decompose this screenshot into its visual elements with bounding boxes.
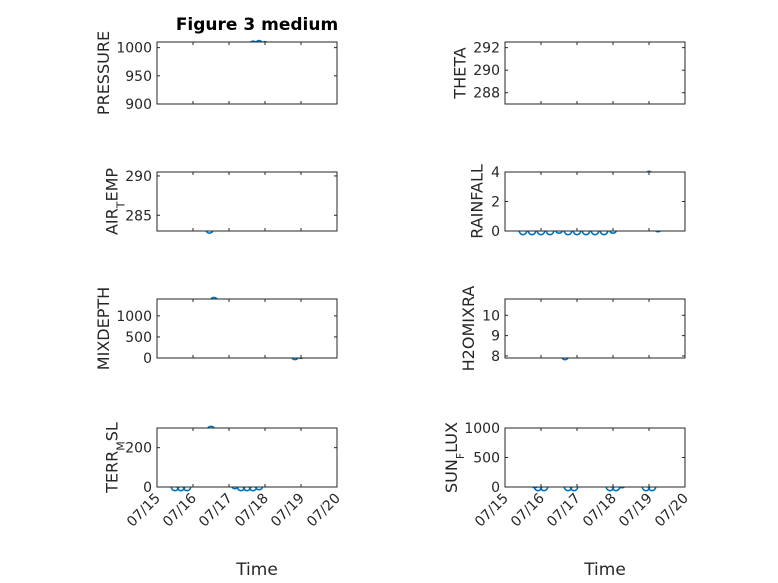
x-tick-label: 07/17 [196,491,236,531]
axes-box [156,41,338,105]
x-tick-label: 07/18 [232,491,272,531]
y-axis-label: AIRTEMP [103,168,128,235]
x-tick-label: 07/16 [160,490,200,530]
y-tick-label: 1000 [116,309,152,325]
y-tick-label: 10 [482,308,500,324]
y-axis-label: MIXDEPTH [94,287,113,370]
y-tick-label: 8 [491,349,500,365]
y-tick-label: 1000 [464,421,500,437]
x-tick-label: 07/15 [124,491,164,531]
y-tick-label: 0 [491,224,500,240]
y-tick-label: 285 [125,208,152,224]
y-tick-label: 290 [125,169,152,185]
y-tick-label: 0 [491,480,500,496]
axes-box [156,298,338,359]
axes-box [156,427,338,488]
x-tick-label: 07/15 [472,491,512,531]
y-tick-label: 500 [125,330,152,346]
x-tick-label: 07/18 [580,491,620,531]
axes-box [156,171,338,232]
axes-box [504,41,686,105]
axes-box [504,171,686,232]
y-tick-label: 0 [143,480,152,496]
x-tick-label: 07/17 [544,491,584,531]
axes-box [504,427,686,488]
figure-title: Figure 3 medium [176,15,338,35]
y-tick-label: 292 [473,41,500,57]
y-tick-label: 9 [491,329,500,345]
y-tick-label: 500 [473,451,500,467]
y-tick-label: 1000 [116,41,152,57]
y-axis-label: THETA [451,47,470,99]
x-tick-label: 07/19 [268,491,308,531]
y-axis-label: H2OMIXRA [459,286,478,372]
axes-box [504,298,686,359]
y-tick-label: 4 [491,165,500,181]
y-axis-label: PRESSURE [94,31,113,115]
x-axis-label-right: Time [583,560,626,580]
x-tick-label: 07/16 [508,490,548,530]
y-tick-label: 0 [143,351,152,367]
y-tick-label: 2 [491,195,500,211]
x-axis-label-left: Time [235,560,278,580]
x-tick-label: 07/20 [304,491,344,531]
y-tick-label: 950 [125,69,152,85]
y-axis-label: SUNFLUX [442,422,467,493]
y-tick-label: 288 [473,86,500,102]
y-axis-label: RAINFALL [468,164,487,239]
y-tick-label: 900 [125,97,152,113]
y-tick-label: 200 [125,441,152,457]
y-axis-label: TERRMSL [103,422,128,494]
x-tick-label: 07/20 [652,491,692,531]
y-tick-label: 290 [473,63,500,79]
x-tick-label: 07/19 [616,491,656,531]
